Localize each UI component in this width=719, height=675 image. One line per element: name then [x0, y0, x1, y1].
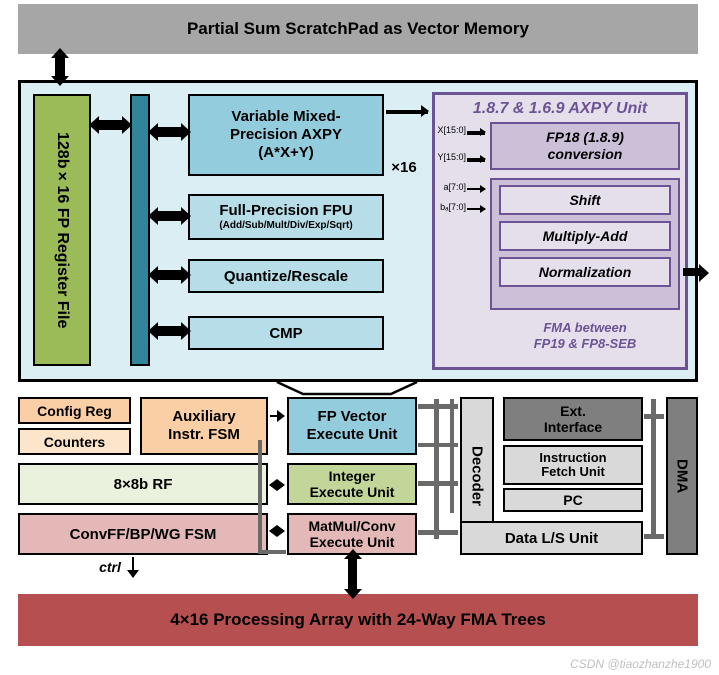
route-h-mat: [418, 530, 458, 535]
sig-x-arrow: [467, 131, 485, 135]
route-v-aux: [258, 440, 262, 554]
sig-x-label: X[15:0]: [434, 125, 466, 135]
fma-footer: FMA betweenFP19 & FP8-SEB: [490, 316, 680, 356]
int-exec-box: IntegerExecute Unit: [287, 463, 417, 505]
arrow-bar-cmp: [156, 326, 183, 336]
route-v-decoder-out: [450, 399, 454, 513]
rf8-box: 8×8b RF: [18, 463, 268, 505]
counters-box: Counters: [18, 428, 131, 455]
arrow-norm-out: [683, 268, 701, 276]
aux-fsm-box: AuxiliaryInstr. FSM: [140, 397, 268, 455]
sig-b-label: bₐ[7:0]: [434, 202, 466, 212]
arrow-scratchpad-enclosure: [55, 56, 65, 78]
arrow-aux-fpvec: [270, 415, 284, 417]
route-v1: [434, 399, 439, 539]
sig-b-arrow: [467, 208, 485, 210]
ctrl-arrow: [132, 557, 134, 577]
norm-box: Normalization: [499, 257, 671, 287]
fp-vector-exec-box: FP VectorExecute Unit: [287, 397, 417, 455]
arrow-bar-axpy: [156, 127, 183, 137]
axpy-box: Variable Mixed-Precision AXPY(A*X+Y): [188, 94, 384, 176]
ifu-box: InstructionFetch Unit: [503, 445, 643, 485]
sig-a-arrow: [467, 188, 485, 190]
scratchpad-box: Partial Sum ScratchPad as Vector Memory: [18, 4, 698, 54]
arrow-rf-bar: [97, 120, 124, 130]
sig-a-label: a[7:0]: [434, 182, 466, 192]
route-h-ext: [644, 414, 664, 419]
arrow-conv-matmul: [270, 530, 284, 532]
fp18-conv-box: FP18 (1.8.9)conversion: [490, 122, 680, 170]
register-file-box: 128b×16 FP Register File: [33, 94, 91, 366]
route-h-aux-mat: [258, 550, 286, 554]
dma-box: DMA: [666, 397, 698, 555]
teal-bar: [130, 94, 150, 366]
fpu-box: Full-Precision FPU (Add/Sub/Mult/Div/Exp…: [188, 194, 384, 240]
sig-y-arrow: [467, 158, 485, 162]
arrow-bar-quant: [156, 270, 183, 280]
route-h-decoder-fp: [418, 443, 458, 447]
conv-fsm-box: ConvFF/BP/WG FSM: [18, 513, 268, 555]
config-reg-box: Config Reg: [18, 397, 131, 424]
cmp-box: CMP: [188, 316, 384, 350]
arrow-axpy-to-panel: [386, 110, 428, 114]
ext-interface-box: Ext.Interface: [503, 397, 643, 441]
watermark: CSDN @tiaozhanzhe1900: [570, 657, 711, 671]
axpy-unit-title: 1.8.7 & 1.6.9 AXPY Unit: [440, 98, 680, 120]
processing-array-box: 4×16 Processing Array with 24-Way FMA Tr…: [18, 594, 698, 646]
arrow-rf8-int: [270, 484, 284, 486]
dls-box: Data L/S Unit: [460, 521, 643, 555]
route-v2: [651, 399, 656, 539]
quantize-box: Quantize/Rescale: [188, 259, 384, 293]
sig-y-label: Y[15:0]: [434, 152, 466, 162]
ctrl-label: ctrl: [90, 558, 130, 576]
axpy-multiplier-label: ×16: [386, 158, 422, 176]
route-h-dls: [644, 534, 664, 539]
arrow-bar-fpu: [156, 211, 183, 221]
arrow-matmul-bottom: [348, 557, 357, 591]
pc-box: PC: [503, 488, 643, 512]
multadd-box: Multiply-Add: [499, 221, 671, 251]
shift-box: Shift: [499, 185, 671, 215]
